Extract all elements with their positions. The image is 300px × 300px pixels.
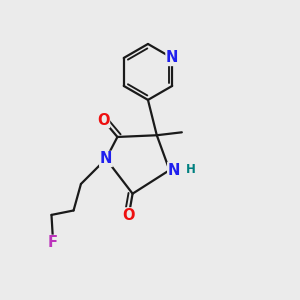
Text: F: F (48, 236, 58, 250)
Text: N: N (168, 163, 180, 178)
Text: O: O (122, 208, 135, 223)
Text: H: H (186, 163, 196, 176)
Text: N: N (166, 50, 178, 65)
Text: O: O (97, 112, 110, 128)
Text: N: N (100, 152, 112, 166)
